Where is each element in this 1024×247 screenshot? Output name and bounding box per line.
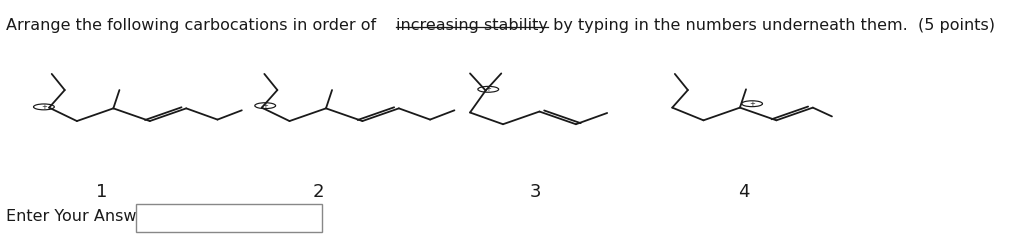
Text: +: + <box>750 101 755 107</box>
Text: 3: 3 <box>529 183 541 201</box>
Text: by typing in the numbers underneath them.  (5 points): by typing in the numbers underneath them… <box>548 19 995 34</box>
Text: 4: 4 <box>737 183 750 201</box>
FancyBboxPatch shape <box>136 204 323 232</box>
Text: +: + <box>485 86 492 92</box>
Text: +: + <box>262 103 268 109</box>
Text: increasing stability: increasing stability <box>396 19 548 34</box>
Text: Arrange the following carbocations in order of: Arrange the following carbocations in or… <box>6 19 381 34</box>
Text: +: + <box>41 104 47 110</box>
Text: 2: 2 <box>312 183 324 201</box>
Text: 1: 1 <box>95 183 106 201</box>
Text: Enter Your Answer:: Enter Your Answer: <box>6 209 158 224</box>
